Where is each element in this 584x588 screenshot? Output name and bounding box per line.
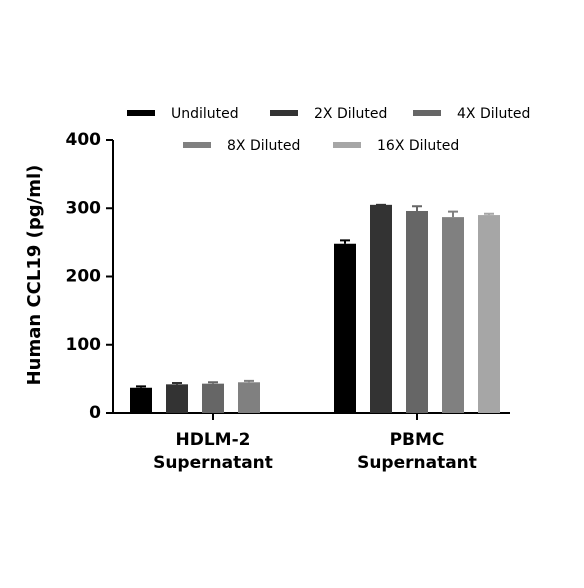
legend-swatch — [413, 110, 441, 116]
y-tick-label: 400 — [66, 130, 102, 150]
bar — [166, 384, 188, 413]
legend-label: 2X Diluted — [314, 106, 387, 122]
legend-swatch — [333, 142, 361, 148]
bar — [478, 215, 500, 413]
y-tick-label: 200 — [66, 267, 102, 287]
legend-label: 16X Diluted — [377, 138, 459, 154]
y-axis-label: Human CCL19 (pg/ml) — [24, 165, 45, 386]
bar — [442, 217, 464, 413]
error-bar — [340, 239, 350, 244]
error-bar — [208, 381, 218, 384]
error-bar — [448, 210, 458, 218]
x-tick-label: Supernatant — [153, 453, 273, 473]
bar — [334, 243, 356, 413]
legend-label: 8X Diluted — [227, 138, 300, 154]
bar — [370, 204, 392, 413]
bar — [238, 382, 260, 413]
error-bar — [484, 212, 494, 216]
legend-label: 4X Diluted — [457, 106, 530, 122]
error-bar — [412, 205, 422, 211]
error-bar — [136, 385, 146, 388]
y-tick-label: 0 — [89, 403, 101, 423]
error-bar — [172, 381, 182, 385]
bar — [406, 210, 428, 413]
x-tick-label: HDLM-2 — [176, 430, 251, 450]
legend-label: Undiluted — [171, 106, 239, 122]
legend-swatch — [127, 110, 155, 116]
x-tick-label: PBMC — [390, 430, 445, 450]
legend-swatch — [270, 110, 298, 116]
error-bar — [244, 379, 254, 383]
bar — [130, 387, 152, 413]
bar — [202, 383, 224, 413]
y-tick-label: 300 — [66, 198, 102, 218]
y-tick-label: 100 — [66, 335, 102, 355]
legend-swatch — [183, 142, 211, 148]
x-tick-label: Supernatant — [357, 453, 477, 473]
